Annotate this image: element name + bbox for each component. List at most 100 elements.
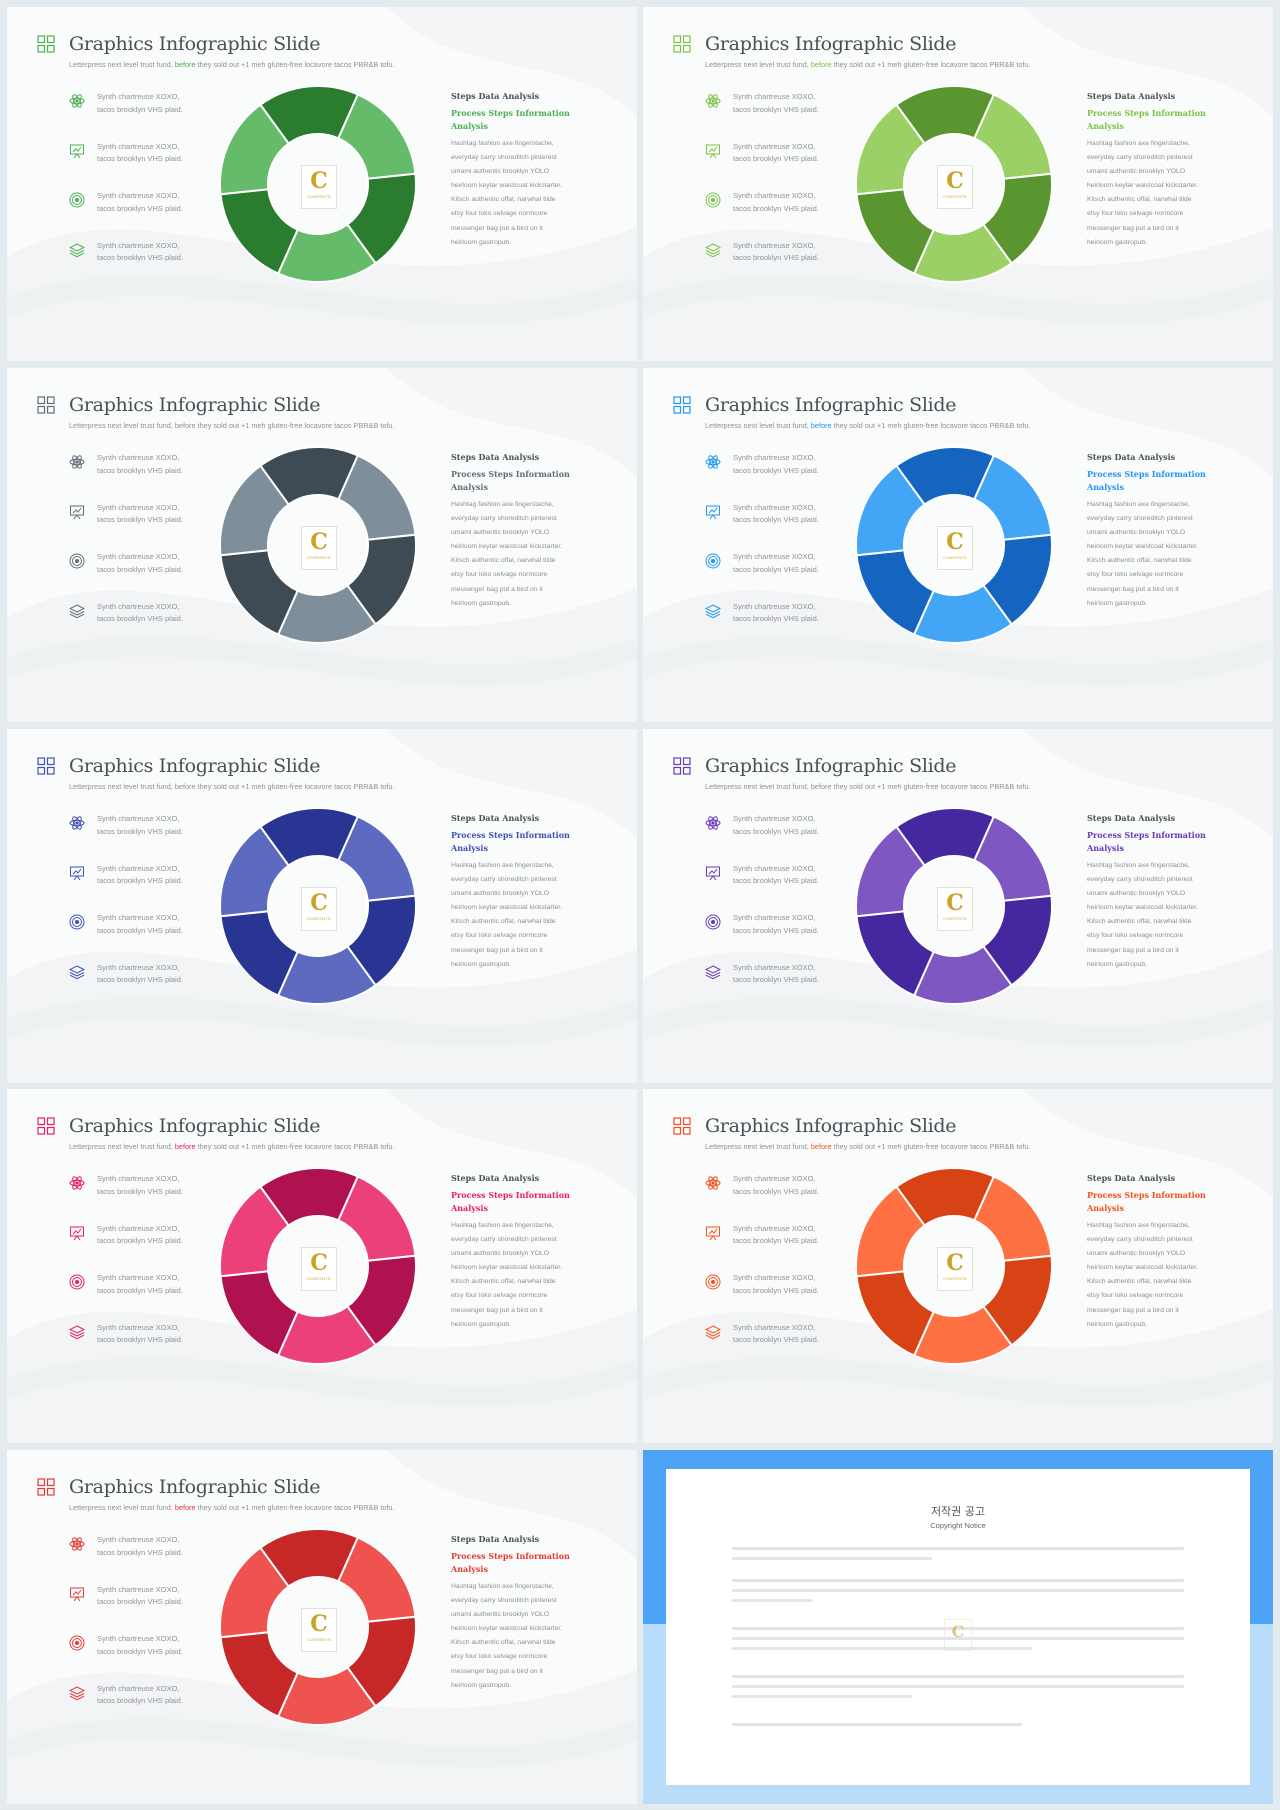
layers-icon	[705, 603, 721, 618]
slide-title: Graphics Infographic Slide	[69, 755, 321, 777]
infographic-slide-slate[interactable]: Graphics Infographic Slide Letterpress ne…	[7, 368, 637, 722]
feature-line: tacos brooklyn VHS plaid.	[97, 614, 183, 623]
target-icon	[705, 1274, 721, 1290]
copyright-text-line	[732, 1599, 812, 1602]
feature-text: Synth chartreuse XOXO, tacos brooklyn VHS…	[97, 502, 197, 527]
feature-line: tacos brooklyn VHS plaid.	[733, 253, 819, 262]
slide-subtitle: Letterpress next level trust fund, befor…	[69, 60, 395, 69]
steps-subheading: Process Steps Information Analysis	[451, 107, 571, 133]
subtitle-text: Letterpress next level trust fund,	[69, 782, 175, 791]
feature-item: Synth chartreuse XOXO, tacos brooklyn VHS…	[69, 811, 189, 841]
steps-body: Hashtag fashion axe fingerstache, everyda…	[451, 498, 579, 611]
feature-line: Synth chartreuse XOXO,	[733, 453, 816, 462]
steps-subheading: Process Steps Information Analysis	[451, 1189, 571, 1215]
feature-item: Synth chartreuse XOXO, tacos brooklyn VHS…	[69, 1320, 189, 1350]
feature-item: Synth chartreuse XOXO, tacos brooklyn VHS…	[705, 861, 825, 891]
background-swirl	[7, 1089, 637, 1443]
steps-body: Hashtag fashion axe fingerstache, everyda…	[451, 137, 579, 250]
logo-text: CONTENTS	[943, 916, 967, 921]
infographic-slide-indigo[interactable]: Graphics Infographic Slide Letterpress ne…	[7, 729, 637, 1083]
feature-line: Synth chartreuse XOXO,	[97, 601, 180, 611]
feature-line: Synth chartreuse XOXO,	[733, 962, 816, 972]
feature-text: Synth chartreuse XOXO, tacos brooklyn VHS…	[733, 912, 833, 937]
feature-item: Synth chartreuse XOXO, tacos brooklyn VHS…	[69, 188, 189, 218]
infographic-slide-blue[interactable]: Graphics Infographic Slide Letterpress ne…	[643, 368, 1273, 722]
body-line: heirloom keytar waistcoat kickstarter.	[1087, 904, 1199, 912]
body-line: Hashtag fashion axe fingerstache,	[1087, 140, 1190, 147]
feature-line: tacos brooklyn VHS plaid.	[97, 826, 183, 836]
infographic-slide-purple[interactable]: Graphics Infographic Slide Letterpress ne…	[643, 729, 1273, 1083]
feature-line: tacos brooklyn VHS plaid.	[97, 975, 183, 984]
background-swirl	[643, 1089, 1273, 1443]
logo-letter: C	[310, 1250, 328, 1276]
steps-body: Hashtag fashion axe fingerstache, everyda…	[1087, 1219, 1215, 1332]
feature-text: Synth chartreuse XOXO, tacos brooklyn VHS…	[733, 240, 833, 265]
infographic-slide-orange[interactable]: Graphics Infographic Slide Letterpress ne…	[643, 1089, 1273, 1443]
feature-line: Synth chartreuse XOXO,	[97, 913, 180, 922]
layers-icon	[705, 964, 721, 979]
body-line: etsy four loko selvage normcore	[451, 1292, 548, 1300]
logo-letter: C	[310, 1611, 328, 1637]
feature-item: Synth chartreuse XOXO, tacos brooklyn VHS…	[705, 910, 825, 940]
steps-subheading: Process Steps Information Analysis	[451, 829, 571, 855]
feature-text: Synth chartreuse XOXO, tacos brooklyn VHS…	[97, 912, 197, 937]
copyright-slide[interactable]: 저작권 공고 Copyright Notice C	[643, 1450, 1273, 1804]
infographic-slide-lime[interactable]: Graphics Infographic Slide Letterpress ne…	[643, 7, 1273, 361]
feature-line: tacos brooklyn VHS plaid.	[97, 154, 183, 163]
feature-line: tacos brooklyn VHS plaid.	[733, 203, 819, 213]
steps-heading: Steps Data Analysis	[451, 91, 540, 101]
subtitle-highlight: before	[810, 782, 832, 791]
body-line: Hashtag fashion axe fingerstache,	[1087, 501, 1190, 508]
feature-line: tacos brooklyn VHS plaid.	[97, 1547, 183, 1557]
steps-body: Hashtag fashion axe fingerstache, everyda…	[1087, 859, 1215, 972]
donut-segment	[855, 464, 927, 557]
body-line: messenger bag put a bird on it	[451, 1667, 543, 1675]
atom-icon	[705, 455, 721, 469]
feature-line: Synth chartreuse XOXO,	[97, 1223, 180, 1233]
feature-line: tacos brooklyn VHS plaid.	[97, 925, 183, 935]
layers-icon	[69, 603, 85, 618]
feature-item: Synth chartreuse XOXO, tacos brooklyn VHS…	[705, 500, 825, 530]
feature-line: Synth chartreuse XOXO,	[97, 240, 180, 250]
feature-item: Synth chartreuse XOXO, tacos brooklyn VHS…	[705, 1221, 825, 1251]
logo-letter: C	[946, 1250, 964, 1276]
feature-line: tacos brooklyn VHS plaid.	[97, 564, 183, 574]
feature-text: Synth chartreuse XOXO, tacos brooklyn VHS…	[97, 1272, 197, 1297]
slide-subtitle: Letterpress next level trust fund, befor…	[69, 1503, 395, 1512]
infographic-slide-green[interactable]: Graphics Infographic Slide Letterpress ne…	[7, 7, 637, 361]
feature-item: Synth chartreuse XOXO, tacos brooklyn VHS…	[69, 1221, 189, 1251]
body-line: etsy four loko selvage normcore	[1087, 932, 1184, 940]
atom-icon	[69, 1537, 85, 1551]
body-line: heirloom gastropub.	[451, 1681, 512, 1689]
presentation-board-icon	[70, 1587, 84, 1601]
contents-logo: C CONTENTS	[301, 1608, 337, 1652]
feature-line: tacos brooklyn VHS plaid.	[97, 876, 183, 885]
background-swirl	[643, 729, 1273, 1083]
feature-line: tacos brooklyn VHS plaid.	[97, 104, 183, 114]
body-line: Kitsch authentic offal, narwhal tilde	[1087, 918, 1192, 926]
subtitle-text: they sold out +1 meh gluten-free locavor…	[195, 782, 395, 791]
feature-item: Synth chartreuse XOXO, tacos brooklyn VHS…	[705, 139, 825, 169]
donut-ring	[219, 85, 417, 283]
body-line: Kitsch authentic offal, narwhal tilde	[451, 196, 556, 204]
target-icon	[69, 914, 85, 930]
copyright-text-line	[732, 1695, 912, 1698]
feature-item: Synth chartreuse XOXO, tacos brooklyn VHS…	[69, 139, 189, 169]
subtitle-text: Letterpress next level trust fund,	[69, 1142, 175, 1151]
body-line: heirloom keytar waistcoat kickstarter.	[1087, 1264, 1199, 1272]
infographic-slide-pink[interactable]: Graphics Infographic Slide Letterpress ne…	[7, 1089, 637, 1443]
feature-line: Synth chartreuse XOXO,	[97, 453, 180, 462]
feature-line: tacos brooklyn VHS plaid.	[733, 564, 819, 574]
body-line: heirloom gastropub.	[1087, 238, 1148, 246]
body-line: Kitsch authentic offal, narwhal tilde	[451, 1639, 556, 1647]
logo-letter: C	[946, 890, 964, 916]
feature-item: Synth chartreuse XOXO, tacos brooklyn VHS…	[69, 1532, 189, 1562]
steps-subheading: Process Steps Information Analysis	[1087, 1189, 1207, 1215]
logo-letter: C	[310, 890, 328, 916]
body-line: messenger bag put a bird on it	[1087, 1306, 1179, 1314]
slide-subtitle: Letterpress next level trust fund, befor…	[705, 782, 1031, 791]
steps-heading: Steps Data Analysis	[1087, 91, 1176, 101]
feature-item: Synth chartreuse XOXO, tacos brooklyn VHS…	[705, 1171, 825, 1201]
logo-text: CONTENTS	[307, 916, 331, 921]
infographic-slide-red[interactable]: Graphics Infographic Slide Letterpress ne…	[7, 1450, 637, 1804]
